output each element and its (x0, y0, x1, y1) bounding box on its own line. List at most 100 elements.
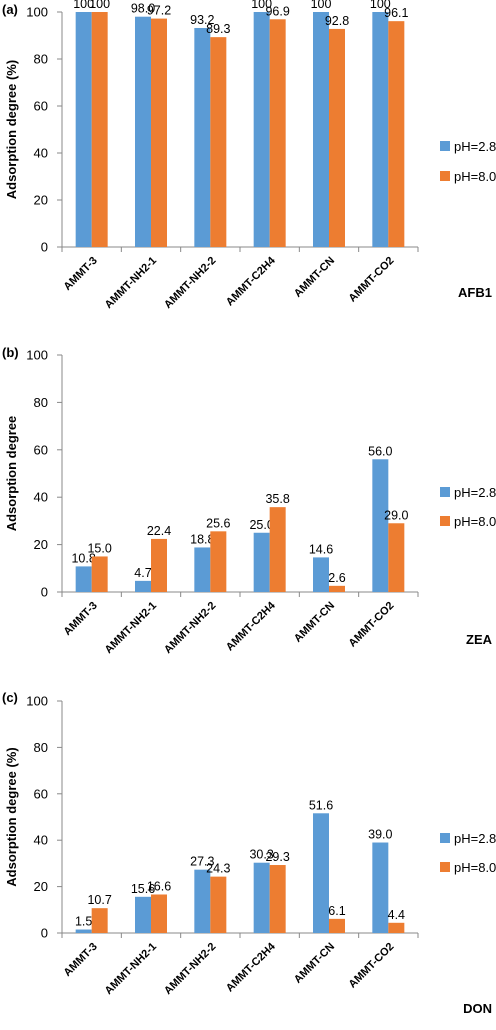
legend-label: pH=8.0 (454, 860, 496, 875)
y-tick-label: 60 (34, 442, 48, 457)
bar (329, 585, 345, 592)
x-tick-label: AMMT-CO2 (346, 600, 396, 650)
bar (151, 538, 167, 592)
panel-label: (b) (2, 345, 19, 360)
bar (210, 531, 227, 592)
bar (269, 19, 286, 247)
bar (75, 566, 92, 592)
bar (151, 894, 167, 933)
bar (135, 16, 151, 248)
x-tick-label: AMMT-C2H4 (224, 599, 278, 653)
bar (210, 876, 227, 933)
data-label: 39.0 (368, 828, 392, 842)
bar (135, 896, 151, 933)
data-label: 4.7 (134, 566, 151, 580)
y-tick-label: 60 (34, 99, 48, 114)
y-tick-label: 0 (41, 926, 48, 941)
bar (313, 12, 329, 247)
legend-label: pH=2.8 (454, 485, 496, 500)
legend-swatch (440, 862, 450, 872)
data-label: 35.8 (265, 492, 289, 506)
y-axis-label: Adsorption degree (%) (4, 60, 19, 199)
data-label: 92.8 (325, 14, 349, 28)
data-label: 25.0 (249, 518, 273, 532)
data-label: 51.6 (309, 798, 333, 812)
legend-swatch (440, 516, 450, 526)
y-tick-label: 0 (41, 585, 48, 600)
data-label: 96.9 (265, 4, 289, 18)
bar (75, 929, 92, 933)
y-axis-label: Adsorption degree (%) (4, 747, 19, 886)
panel-label: (c) (2, 690, 18, 705)
x-tick-label: AMMT-CO2 (346, 941, 396, 991)
x-tick-label: AMMT-3 (61, 600, 99, 638)
x-tick-label: AMMT-C2H4 (224, 254, 278, 308)
data-label: 27.3 (190, 855, 214, 869)
x-tick-label: AMMT-C2H4 (224, 940, 278, 994)
data-label: 100 (370, 0, 391, 11)
toxin-label: AFB1 (458, 285, 492, 300)
bar (329, 28, 345, 248)
data-label: 10.8 (71, 551, 95, 565)
y-axis-label: Adsorption degree (4, 416, 19, 532)
bar (269, 865, 286, 933)
data-label: 29.0 (384, 508, 408, 522)
y-tick-label: 20 (34, 193, 48, 208)
x-tick-label: AMMT-CN (292, 255, 337, 300)
data-label: 14.6 (309, 542, 333, 556)
y-tick-label: 80 (34, 740, 48, 755)
x-tick-label: AMMT-NH2-1 (103, 255, 159, 311)
toxin-label: DON (463, 1001, 492, 1016)
chart-b-svg: (b) 0 20 40 60 80 100 Adsorption degree 10.815.0… (2, 345, 496, 656)
data-label: 10.7 (87, 893, 111, 907)
toxin-label: ZEA (466, 632, 493, 647)
data-label: 96.1 (384, 6, 408, 20)
data-label: 2.6 (328, 571, 345, 585)
bar (194, 27, 211, 248)
bar (210, 37, 227, 247)
data-label: 15.0 (87, 541, 111, 555)
bar (91, 12, 108, 247)
legend-swatch (440, 141, 450, 151)
data-label: 4.4 (388, 908, 405, 922)
data-label: 29.3 (265, 850, 289, 864)
legend-swatch (440, 833, 450, 843)
bar (372, 842, 389, 933)
data-label: 18.8 (190, 532, 214, 546)
x-tick-label: AMMT-NH2-1 (103, 600, 159, 656)
data-label: 6.1 (328, 904, 345, 918)
bar (91, 908, 108, 933)
data-label: 24.3 (206, 862, 230, 876)
bar (151, 18, 167, 247)
data-label: 97.2 (147, 4, 171, 18)
y-tick-label: 40 (34, 146, 48, 161)
chart-panel-a: (a) 0 20 40 60 80 100 Adsorption degree (%) 100 1… (0, 0, 496, 345)
x-tick-label: AMMT-NH2-2 (162, 600, 218, 656)
data-label: 100 (251, 0, 272, 11)
bar (194, 547, 211, 592)
bar (313, 557, 329, 592)
bar (253, 12, 270, 247)
data-label: 1.5 (75, 915, 92, 929)
chart-c-svg: (c) 0 20 40 60 80 100 Adsorption degree (%) 1.5 1… (2, 690, 496, 1016)
legend-label: pH=2.8 (454, 139, 496, 154)
bar (388, 523, 405, 592)
data-label: 15.6 (131, 882, 155, 896)
y-tick-label: 20 (34, 879, 48, 894)
bar (313, 813, 329, 933)
legend-label: pH=8.0 (454, 514, 496, 529)
bar (372, 459, 389, 592)
legend-label: pH=8.0 (454, 169, 496, 184)
bar (194, 869, 211, 933)
data-label: 30.3 (249, 848, 273, 862)
x-tick-label: AMMT-NH2-2 (162, 941, 218, 997)
data-label: 100 (311, 0, 332, 11)
bar (253, 862, 270, 933)
y-tick-label: 100 (26, 5, 48, 20)
data-label: 93.2 (190, 13, 214, 27)
data-label: 25.6 (206, 516, 230, 530)
data-label: 100 (73, 0, 94, 11)
y-tick-label: 80 (34, 52, 48, 67)
bar (269, 507, 286, 592)
